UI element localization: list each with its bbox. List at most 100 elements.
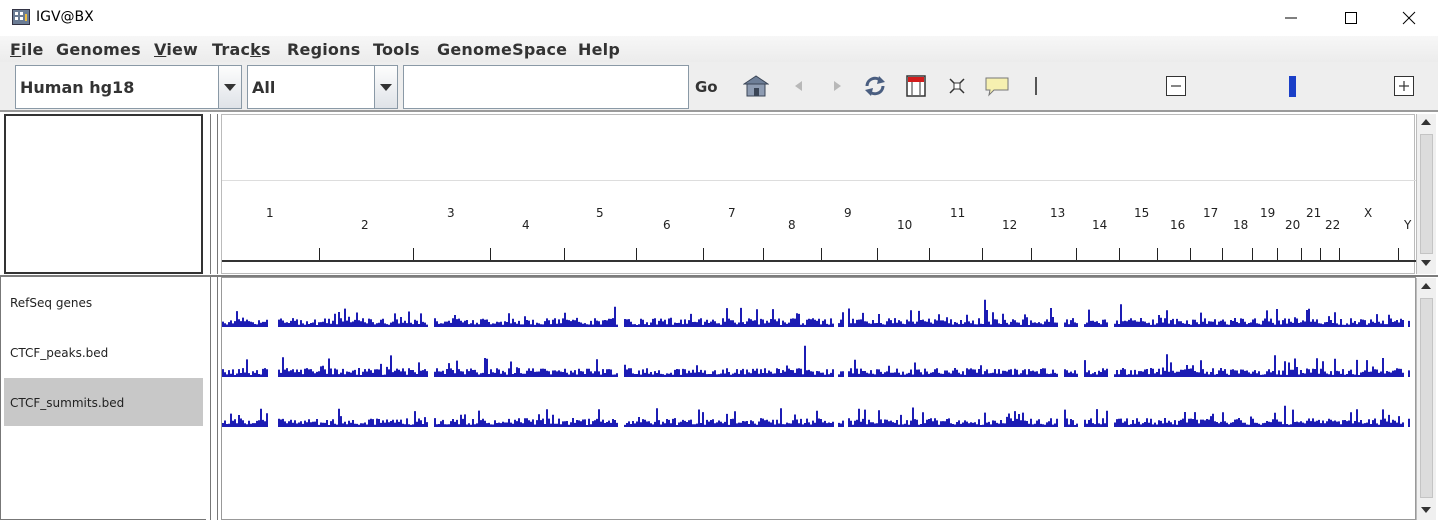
minus-icon [1171, 85, 1181, 87]
header-attribute-column [210, 114, 218, 274]
chromosome-boundary-tick [1320, 248, 1321, 260]
genome-dropdown-arrow[interactable] [218, 66, 241, 108]
chromosome-label-19[interactable]: 19 [1260, 206, 1276, 220]
menu-tracks[interactable]: Tracks [212, 40, 271, 59]
chromosome-boundary-tick [1277, 248, 1278, 260]
chromosome-label-7[interactable]: 7 [728, 206, 736, 220]
menu-help[interactable]: Help [578, 40, 620, 59]
plus-icon [1399, 81, 1409, 91]
chromosome-label-4[interactable]: 4 [522, 218, 530, 232]
chromosome-boundary-tick [1119, 248, 1120, 260]
scroll-up-button[interactable] [1417, 278, 1436, 296]
chromosome-label-10[interactable]: 10 [897, 218, 913, 232]
back-icon[interactable] [786, 74, 812, 98]
minimize-icon [1285, 17, 1297, 19]
chromosome-boundary-tick [413, 248, 414, 260]
locus-search-input[interactable] [403, 65, 689, 109]
chromosome-dropdown[interactable]: All [247, 65, 398, 109]
home-icon[interactable] [743, 74, 769, 98]
track-density-bars[interactable] [222, 299, 1410, 327]
chromosome-label-22[interactable]: 22 [1325, 218, 1341, 232]
chromosome-dropdown-arrow[interactable] [374, 66, 397, 108]
chromosome-boundary-tick [821, 248, 822, 260]
chromosome-boundary-tick [877, 248, 878, 260]
chromosome-label-17[interactable]: 17 [1203, 206, 1219, 220]
chromosome-label-y[interactable]: Y [1404, 218, 1412, 232]
refresh-icon[interactable] [862, 74, 888, 98]
scroll-up-button[interactable] [1417, 114, 1436, 132]
region-of-interest-icon[interactable] [903, 74, 929, 98]
chromosome-boundary-tick [929, 248, 930, 260]
scroll-down-button[interactable] [1417, 255, 1436, 273]
forward-icon[interactable] [824, 74, 850, 98]
chromosome-label-2[interactable]: 2 [361, 218, 369, 232]
chromosome-boundary-tick [319, 248, 320, 260]
chromosome-boundary-tick [1301, 248, 1302, 260]
chromosome-label-13[interactable]: 13 [1050, 206, 1066, 220]
scroll-thumb[interactable] [1420, 134, 1433, 254]
header-scrollbar[interactable] [1416, 114, 1436, 274]
chromosome-label-12[interactable]: 12 [1002, 218, 1018, 232]
track-density-bars[interactable] [222, 405, 1410, 427]
chromosome-boundary-tick [490, 248, 491, 260]
chromosome-boundary-tick [1252, 248, 1253, 260]
genome-dropdown[interactable]: Human hg18 [15, 65, 242, 109]
chromosome-boundary-tick [1339, 248, 1340, 260]
popup-text-icon[interactable] [984, 74, 1010, 98]
track-name-label: RefSeq genes [10, 296, 93, 310]
chromosome-dropdown-value: All [252, 78, 276, 97]
toolbar-separator [0, 110, 1438, 112]
chevron-down-icon [1421, 507, 1431, 513]
minimize-button[interactable] [1268, 0, 1314, 35]
track-name-label: CTCF_summits.bed [10, 396, 125, 410]
scroll-thumb[interactable] [1420, 298, 1433, 498]
chromosome-boundary-tick [1398, 248, 1399, 260]
chromosome-label-x[interactable]: X [1364, 206, 1373, 220]
menu-genomes[interactable]: Genomes [56, 40, 141, 59]
chromosome-label-16[interactable]: 16 [1170, 218, 1186, 232]
menu-tools[interactable]: Tools [373, 40, 420, 59]
ruler-baseline [222, 260, 1416, 262]
chromosome-label-5[interactable]: 5 [596, 206, 604, 220]
menu-regions[interactable]: Regions [287, 40, 361, 59]
window-title: IGV@BX [36, 9, 94, 25]
track-name-row[interactable]: RefSeq genes [4, 278, 203, 326]
genome-dropdown-value: Human hg18 [20, 78, 135, 97]
zoom-level-marker[interactable] [1288, 76, 1296, 97]
chromosome-label-18[interactable]: 18 [1233, 218, 1249, 232]
track-density-bars[interactable] [222, 345, 1410, 377]
data-scrollbar[interactable] [1416, 278, 1436, 520]
panel-separator [0, 275, 1438, 277]
go-button[interactable]: Go [695, 78, 718, 96]
chromosome-label-21[interactable]: 21 [1306, 206, 1322, 220]
chromosome-boundary-tick [1076, 248, 1077, 260]
chromosome-label-15[interactable]: 15 [1134, 206, 1150, 220]
chromosome-label-1[interactable]: 1 [266, 206, 274, 220]
chromosome-boundary-tick [1190, 248, 1191, 260]
track-data-area[interactable] [222, 277, 1412, 437]
data-attribute-column [210, 277, 218, 520]
chevron-down-icon [1421, 260, 1431, 266]
chromosome-label-6[interactable]: 6 [663, 218, 671, 232]
chevron-down-icon [380, 84, 392, 91]
chromosome-label-8[interactable]: 8 [788, 218, 796, 232]
track-name-label: CTCF_peaks.bed [10, 346, 109, 360]
close-button[interactable] [1386, 0, 1432, 35]
chromosome-label-11[interactable]: 11 [950, 206, 966, 220]
chromosome-label-20[interactable]: 20 [1285, 218, 1301, 232]
chromosome-label-3[interactable]: 3 [447, 206, 455, 220]
resize-icon[interactable] [944, 74, 970, 98]
chromosome-label-14[interactable]: 14 [1092, 218, 1108, 232]
maximize-button[interactable] [1328, 0, 1374, 35]
menu-genomespace[interactable]: GenomeSpace [437, 40, 568, 59]
menu-file[interactable]: File [10, 40, 44, 59]
track-name-row[interactable]: CTCF_summits.bed [4, 378, 203, 426]
scroll-down-button[interactable] [1417, 502, 1436, 520]
track-name-row[interactable]: CTCF_peaks.bed [4, 328, 203, 376]
chevron-down-icon [224, 84, 236, 91]
zoom-in-button[interactable] [1394, 76, 1414, 96]
menu-view[interactable]: View [154, 40, 199, 59]
chromosome-label-9[interactable]: 9 [844, 206, 852, 220]
ruler-line-icon[interactable] [1024, 74, 1050, 98]
zoom-out-button[interactable] [1166, 76, 1186, 96]
